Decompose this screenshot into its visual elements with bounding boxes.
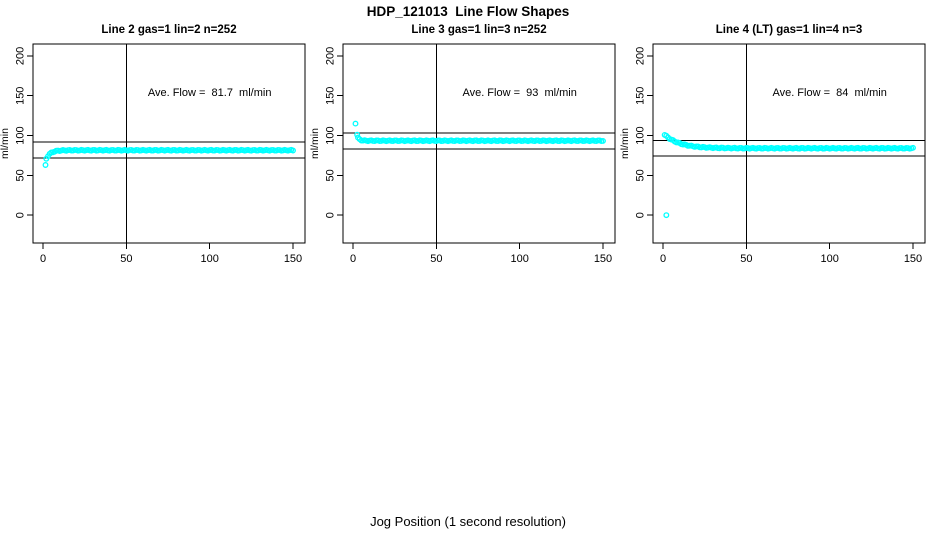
- y-tick-label: 0: [325, 212, 337, 218]
- panel-title: Line 4 (LT) gas=1 lin=4 n=3: [715, 24, 863, 36]
- outlier-point: [354, 131, 361, 138]
- x-tick-label: 50: [430, 253, 442, 265]
- plot-box: [652, 43, 926, 244]
- x-tick-label: 150: [284, 253, 302, 265]
- ave-flow-annotation: Ave. Flow = 93 ml/min: [462, 87, 577, 100]
- x-tick-label: 0: [350, 253, 356, 265]
- y-tick-label: 50: [635, 169, 647, 181]
- data-points: [42, 146, 296, 168]
- panel-plot-svg: 0 50 100 150 200 0 50 100 150 ml/min: [620, 43, 926, 265]
- panel-title: Line 3 gas=1 lin=3 n=252: [411, 24, 547, 36]
- y-axis-unit-label: ml/min: [620, 128, 631, 159]
- y-tick-label: 200: [325, 47, 337, 65]
- x-tick-label: 50: [740, 253, 752, 265]
- x-tick-label: 150: [904, 253, 922, 265]
- ave-flow-annotation: Ave. Flow = 84 ml/min: [772, 87, 887, 100]
- data-points: [661, 131, 916, 219]
- y-tick-label: 50: [325, 169, 337, 181]
- outlier-point: [42, 162, 49, 168]
- y-tick-label: 150: [15, 87, 27, 105]
- panels-container: Line 2 gas=1 lin=2 n=252 0 50 100 150 200 0 50 1…: [0, 0, 932, 290]
- y-axis-unit-label: ml/min: [310, 128, 321, 159]
- plot-panel: Line 2 gas=1 lin=2 n=252 0 50 100 150 200 0 50 1…: [0, 0, 312, 290]
- outlier-point: [663, 212, 670, 219]
- y-tick-label: 100: [15, 126, 27, 144]
- x-tick-label: 0: [40, 253, 46, 265]
- data-points: [352, 120, 606, 145]
- outlier-point: [352, 120, 359, 127]
- plot-panel: Line 4 (LT) gas=1 lin=4 n=3 0 50 100 150 200 0…: [620, 0, 932, 290]
- y-tick-label: 100: [325, 126, 337, 144]
- y-tick-label: 50: [15, 169, 27, 181]
- plot-panel: Line 3 gas=1 lin=3 n=252 0 50 100 150 200 0 50 1…: [310, 0, 622, 290]
- x-tick-label: 150: [594, 253, 612, 265]
- panel-plot-svg: 0 50 100 150 200 0 50 100 150 ml/min: [310, 43, 616, 265]
- y-tick-label: 0: [635, 212, 647, 218]
- panel-plot-svg: 0 50 100 150 200 0 50 100 150 ml/min: [0, 43, 306, 265]
- panel-title: Line 2 gas=1 lin=2 n=252: [101, 24, 237, 36]
- y-tick-label: 200: [635, 47, 647, 65]
- y-tick-label: 150: [325, 87, 337, 105]
- x-axis-label: Jog Position (1 second resolution): [370, 514, 566, 529]
- x-tick-label: 50: [120, 253, 132, 265]
- x-tick-label: 100: [820, 253, 838, 265]
- x-tick-label: 100: [510, 253, 528, 265]
- y-tick-label: 200: [15, 47, 27, 65]
- plot-box: [342, 43, 616, 244]
- ave-flow-annotation: Ave. Flow = 81.7 ml/min: [147, 87, 272, 100]
- y-axis-unit-label: ml/min: [0, 128, 11, 159]
- y-tick-label: 0: [15, 212, 27, 218]
- x-tick-label: 100: [200, 253, 218, 265]
- y-tick-label: 100: [635, 126, 647, 144]
- x-tick-label: 0: [660, 253, 666, 265]
- y-tick-label: 150: [635, 87, 647, 105]
- figure-title: HDP_121013 Line Flow Shapes: [366, 4, 570, 19]
- plot-box: [32, 43, 306, 244]
